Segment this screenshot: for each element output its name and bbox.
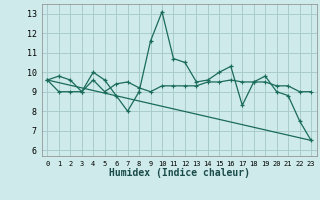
X-axis label: Humidex (Indice chaleur): Humidex (Indice chaleur) [109,168,250,178]
